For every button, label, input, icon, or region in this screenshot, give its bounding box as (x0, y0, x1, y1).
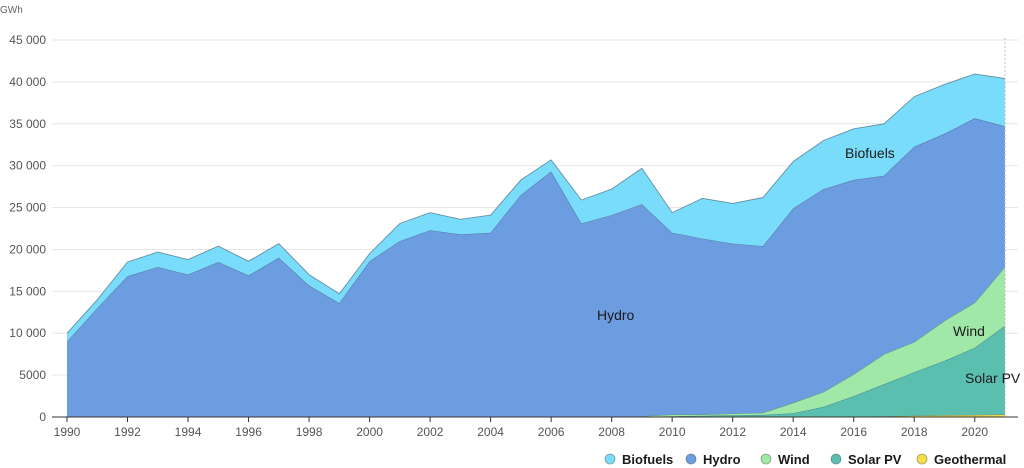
x-tick-label: 2018 (901, 425, 928, 439)
y-tick-label: 40 000 (9, 75, 46, 89)
area-hydro (67, 118, 1005, 418)
annotation-hydro: Hydro (597, 307, 635, 323)
y-tick-label: 30 000 (9, 159, 46, 173)
legend-label-biofuels[interactable]: Biofuels (622, 452, 673, 467)
y-tick-label: 25 000 (9, 201, 46, 215)
legend-label-hydro[interactable]: Hydro (703, 452, 741, 467)
area-edge-biofuels (66, 73, 1006, 334)
area-solar-pv (67, 325, 1005, 417)
x-tick-label: 2008 (598, 425, 625, 439)
x-tick-label: 2012 (719, 425, 746, 439)
x-tick-label: 1992 (114, 425, 141, 439)
y-tick-label: 45 000 (9, 33, 46, 47)
legend-swatch-biofuels (604, 453, 616, 465)
x-tick-label: 2016 (840, 425, 867, 439)
x-tick-label: 2020 (961, 425, 988, 439)
annotation-wind: Wind (953, 323, 985, 339)
legend-label-geothermal[interactable]: Geothermal (934, 452, 1006, 467)
y-axis-label: GWh (0, 5, 23, 16)
annotation-solar-pv: Solar PV (965, 370, 1021, 386)
y-tick-label: 0 (39, 410, 46, 424)
legend-swatch-solar-pv (830, 453, 842, 465)
y-tick-label: 20 000 (9, 242, 46, 256)
legend-label-wind[interactable]: Wind (778, 452, 810, 467)
x-tick-label: 2004 (477, 425, 504, 439)
legend-label-solar-pv[interactable]: Solar PV (848, 452, 902, 467)
x-tick-label: 2002 (417, 425, 444, 439)
x-tick-label: 2006 (538, 425, 565, 439)
x-tick-label: 2000 (356, 425, 383, 439)
y-tick-label: 15 000 (9, 284, 46, 298)
legend-swatch-wind (760, 453, 772, 465)
annotation-biofuels: Biofuels (845, 145, 895, 161)
x-tick-label: 1994 (175, 425, 202, 439)
y-tick-label: 35 000 (9, 117, 46, 131)
area-biofuels (67, 73, 1005, 342)
legend-swatch-geothermal (916, 453, 928, 465)
y-tick-label: 10 000 (9, 326, 46, 340)
x-tick-label: 1996 (235, 425, 262, 439)
x-tick-label: 1990 (54, 425, 81, 439)
x-axis-ticks: 1990 1992 1994 1996 1998 2000 2002 2004 2006 2008… (54, 417, 988, 439)
x-tick-label: 1998 (296, 425, 323, 439)
x-tick-label: 2014 (780, 425, 807, 439)
area-series (66, 73, 1006, 418)
y-axis-ticks: 0 5000 10 000 15 000 20 000 25 000 30 000 35 00… (9, 33, 46, 424)
legend: Biofuels Hydro Wind Solar PV Geothermal (604, 452, 1006, 467)
y-tick-label: 5000 (19, 368, 46, 382)
legend-swatch-hydro (685, 453, 697, 465)
x-tick-label: 2010 (659, 425, 686, 439)
